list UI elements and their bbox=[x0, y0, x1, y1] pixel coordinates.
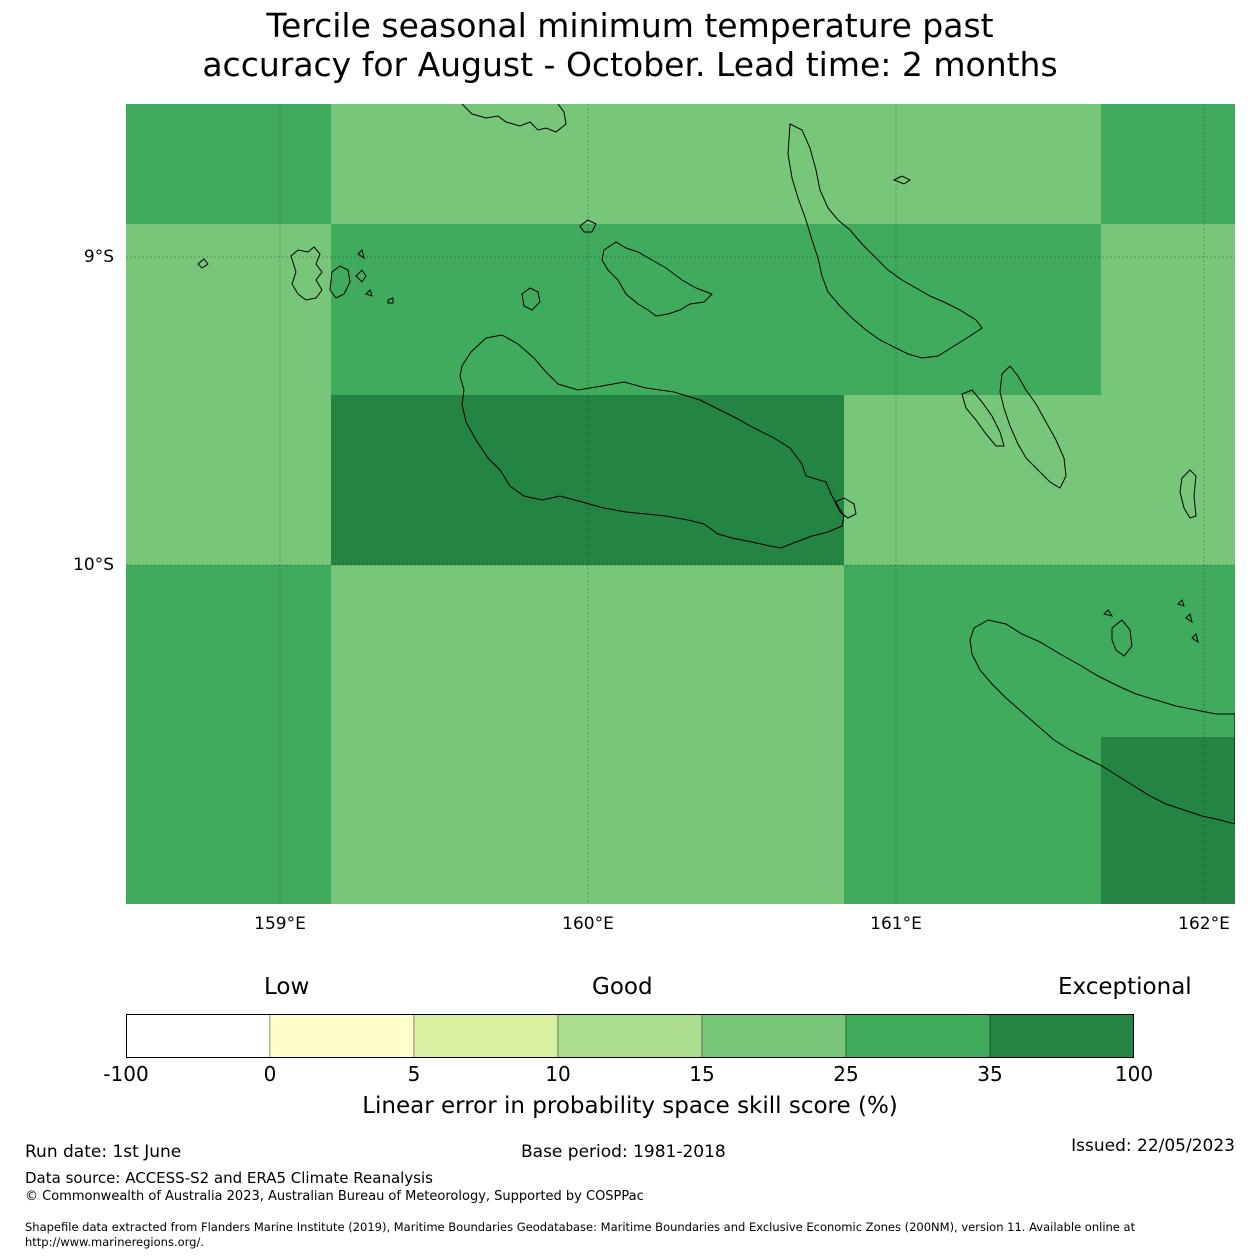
skill-cell bbox=[844, 737, 1101, 904]
skill-cell bbox=[331, 737, 588, 904]
islet-makira-c bbox=[1185, 613, 1193, 624]
island-guadalcanal-tip bbox=[834, 497, 857, 519]
island-makira-ne bbox=[1111, 619, 1133, 657]
coastlines bbox=[197, 104, 1235, 825]
islet-makira-b bbox=[1177, 599, 1185, 607]
shapefile-credit-line-1: Shapefile data extracted from Flanders M… bbox=[25, 1220, 1136, 1234]
island-makira bbox=[969, 619, 1235, 825]
shapefile-credit-line-2: http://www.marineregions.org/. bbox=[25, 1235, 204, 1249]
skill-grid-cells bbox=[126, 104, 1235, 904]
skill-cell bbox=[331, 565, 588, 737]
colorbar-frame bbox=[126, 1014, 1134, 1058]
skill-cell bbox=[1101, 224, 1235, 395]
skill-cell bbox=[844, 565, 1101, 737]
skill-cell bbox=[844, 395, 1101, 565]
islet-makira-a bbox=[1103, 609, 1114, 617]
skill-cell bbox=[588, 224, 844, 395]
islet-makira-d bbox=[1191, 633, 1199, 644]
skill-map bbox=[126, 104, 1235, 904]
colorbar-tick: 100 bbox=[1114, 1062, 1154, 1086]
island-guadalcanal bbox=[459, 334, 845, 549]
skill-cell bbox=[126, 224, 331, 395]
colorbar-caption-exceptional: Exceptional bbox=[1058, 974, 1192, 1000]
skill-cell bbox=[126, 395, 331, 565]
islet-russell-c bbox=[387, 297, 394, 304]
run-date: Run date: 1st June bbox=[25, 1142, 182, 1162]
colorbar-bin bbox=[989, 1014, 1134, 1058]
lat-label-10s: 10°S bbox=[73, 555, 114, 575]
colorbar-caption-good: Good bbox=[592, 974, 653, 1000]
skill-cell bbox=[126, 737, 331, 904]
islet-russell-a bbox=[355, 269, 367, 283]
colorbar-bin bbox=[701, 1014, 847, 1058]
skill-cell bbox=[844, 224, 1101, 395]
colorbar-bin bbox=[269, 1014, 415, 1058]
skill-cell bbox=[331, 104, 588, 224]
lon-label-162e: 162°E bbox=[1178, 914, 1230, 934]
skill-cell bbox=[1101, 395, 1235, 565]
skill-cell bbox=[1101, 565, 1235, 737]
skill-cell bbox=[588, 565, 844, 737]
map-canvas bbox=[126, 104, 1235, 904]
colorbar-bin bbox=[126, 1014, 271, 1058]
skill-cell bbox=[331, 224, 588, 395]
island-santa-isabel bbox=[787, 123, 983, 359]
lon-label-161e: 161°E bbox=[870, 914, 922, 934]
lon-label-159e: 159°E bbox=[254, 914, 306, 934]
skill-cell bbox=[588, 737, 844, 904]
skill-cell bbox=[331, 395, 588, 565]
island-russell-east bbox=[329, 265, 351, 299]
colorbar-tick: 10 bbox=[545, 1062, 571, 1086]
islet-far-west bbox=[197, 258, 209, 269]
island-maramasike bbox=[961, 389, 1005, 447]
base-period: Base period: 1981-2018 bbox=[521, 1142, 726, 1162]
colorbar-bin bbox=[845, 1014, 991, 1058]
island-savo bbox=[521, 287, 541, 311]
colorbar-tick: 5 bbox=[407, 1062, 421, 1086]
colorbar-bin bbox=[557, 1014, 703, 1058]
colorbar-tick: 25 bbox=[833, 1062, 859, 1086]
island-santa-isabel-islet bbox=[892, 175, 911, 185]
issued-date: Issued: 22/05/2023 bbox=[1071, 1136, 1235, 1156]
skill-cell bbox=[126, 104, 331, 224]
colorbar-bin bbox=[413, 1014, 559, 1058]
island-ulawa bbox=[1179, 469, 1197, 519]
colorbar-tick: -100 bbox=[103, 1062, 149, 1086]
data-source: Data source: ACCESS-S2 and ERA5 Climate … bbox=[25, 1169, 433, 1187]
colorbar-tick: 0 bbox=[263, 1062, 277, 1086]
islet-russell-d bbox=[365, 289, 373, 297]
skill-cell bbox=[588, 395, 844, 565]
lat-label-9s: 9°S bbox=[83, 247, 114, 267]
chart-title: Tercile seasonal minimum temperature pas… bbox=[0, 6, 1260, 84]
title-line-2: accuracy for August - October. Lead time… bbox=[202, 45, 1058, 84]
skill-cell bbox=[1101, 737, 1235, 904]
colorbar-tick: 35 bbox=[977, 1062, 1003, 1086]
lon-label-160e: 160°E bbox=[562, 914, 614, 934]
island-nggela bbox=[601, 241, 713, 317]
islet-russell-b bbox=[357, 249, 365, 260]
coast-north-a bbox=[461, 104, 567, 133]
island-nggela-north bbox=[579, 219, 597, 233]
copyright: © Commonwealth of Australia 2023, Austra… bbox=[25, 1189, 644, 1204]
skill-cell bbox=[1101, 104, 1235, 224]
title-line-1: Tercile seasonal minimum temperature pas… bbox=[266, 6, 994, 45]
skill-cell bbox=[588, 104, 844, 224]
skill-cell bbox=[844, 104, 1101, 224]
colorbar-label: Linear error in probability space skill … bbox=[362, 1093, 898, 1119]
island-malaita bbox=[999, 365, 1067, 489]
colorbar bbox=[126, 1014, 1134, 1058]
colorbar-tick: 15 bbox=[689, 1062, 715, 1086]
skill-cell bbox=[126, 565, 331, 737]
island-russell bbox=[290, 246, 323, 301]
colorbar-caption-low: Low bbox=[264, 974, 310, 1000]
